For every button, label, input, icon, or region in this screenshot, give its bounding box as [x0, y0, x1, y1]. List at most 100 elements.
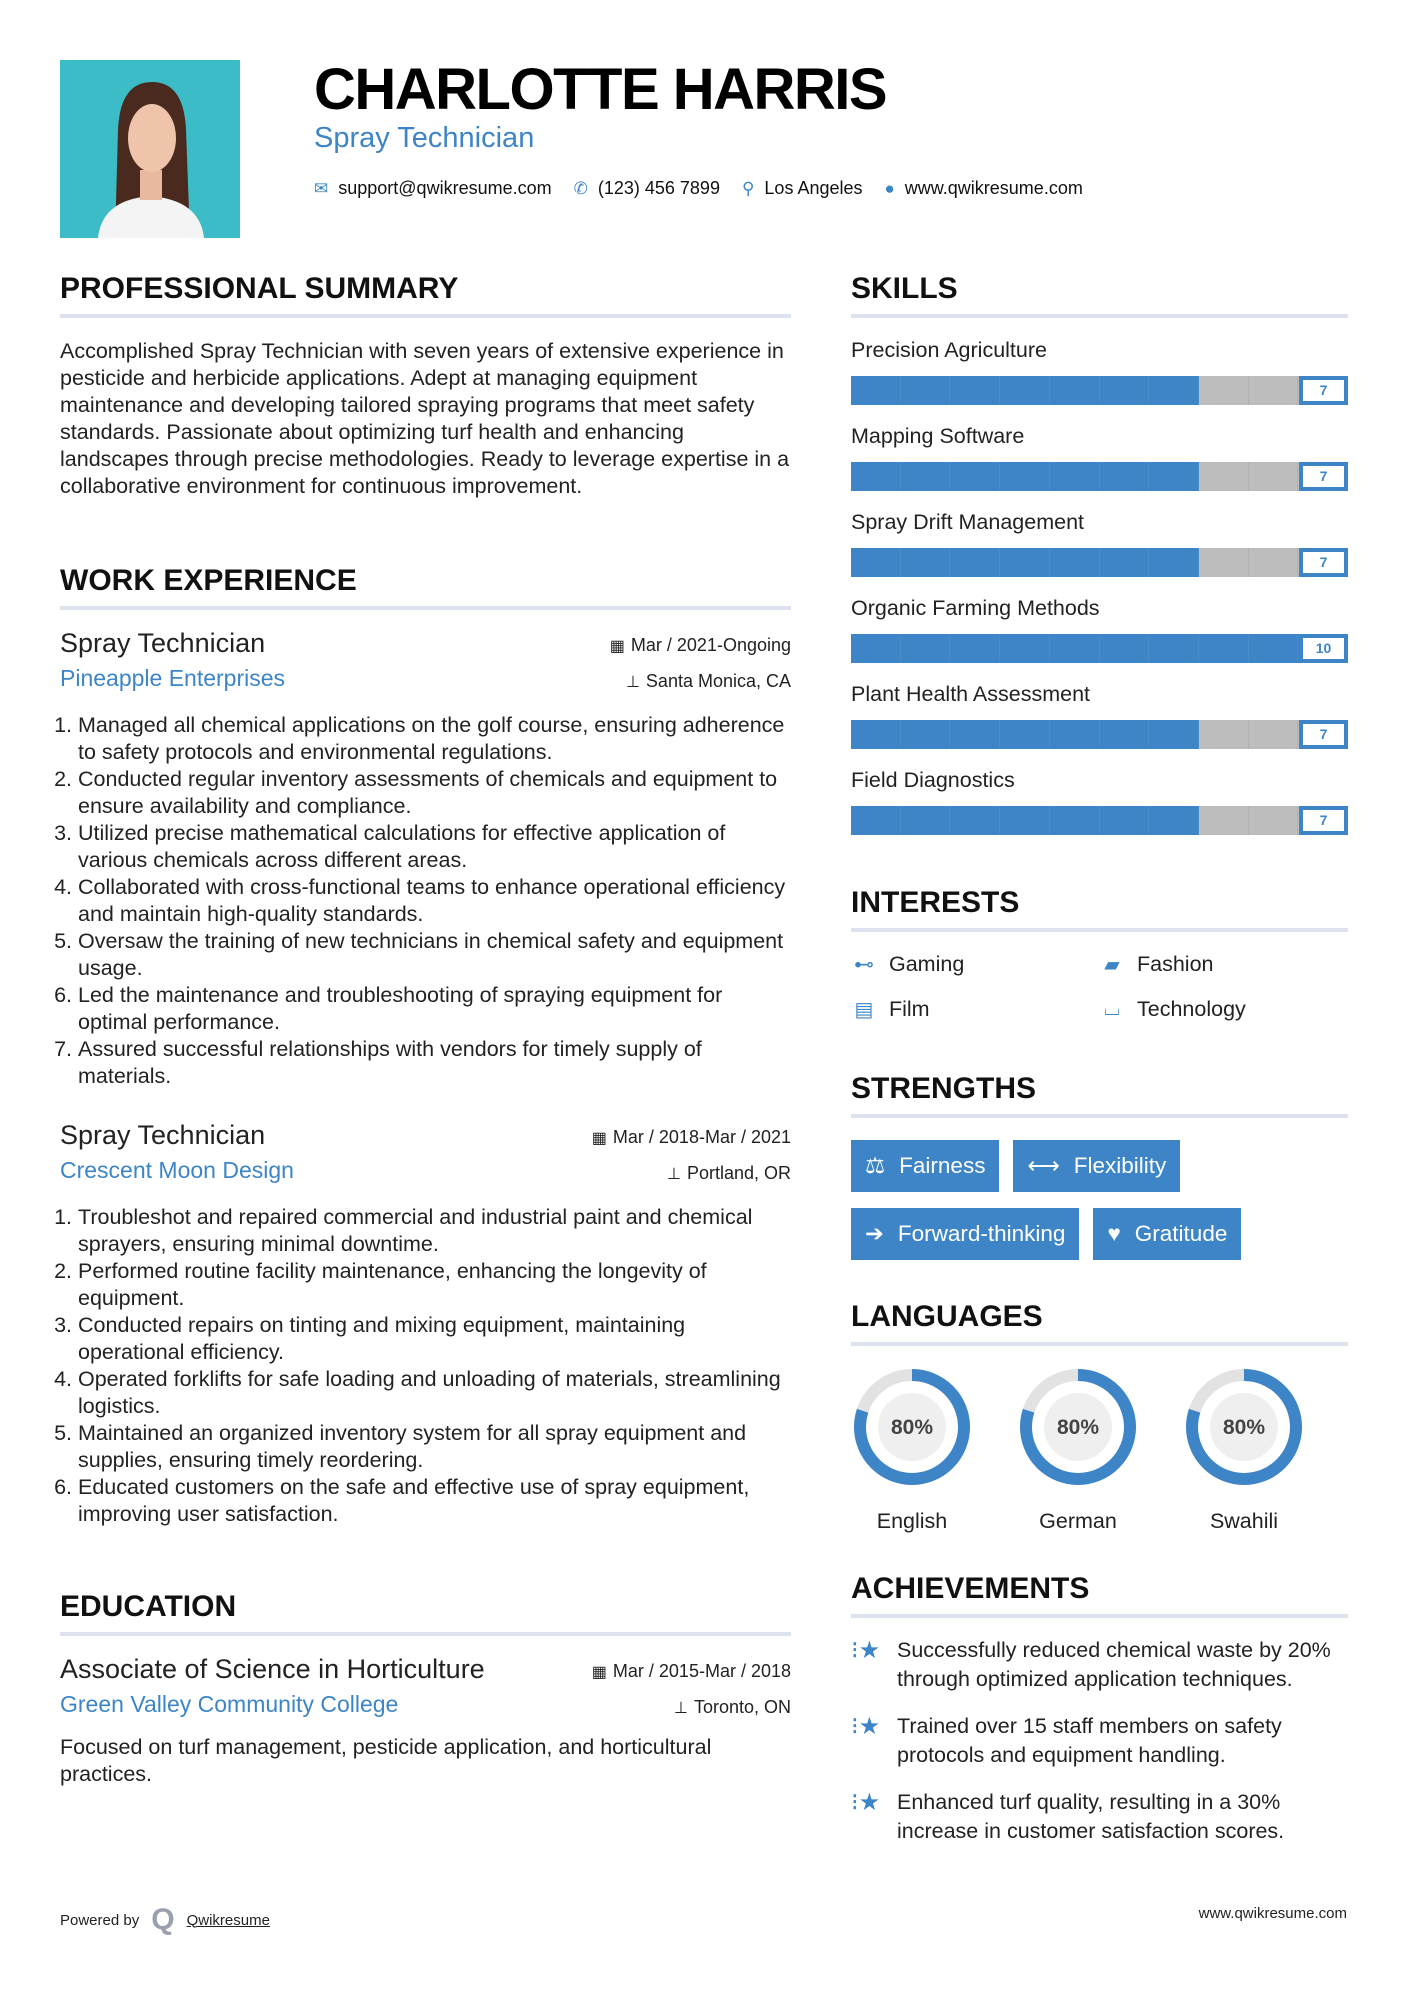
skill-bar-segment — [851, 806, 901, 835]
skill-label: Spray Drift Management — [851, 510, 1085, 534]
skill-bar-segment — [950, 376, 1001, 405]
skill-bar-segment — [1000, 806, 1050, 835]
skill-bar-segment — [950, 548, 1001, 577]
interest-item: ▰ Fashion — [1099, 952, 1347, 977]
achievement-item: ⁝★ Trained over 15 staff members on safet… — [851, 1712, 1348, 1770]
phone-icon: ✆ — [573, 178, 588, 198]
gamepad-icon: ⊷ — [854, 954, 874, 976]
arrow-right-icon: ➔ — [865, 1221, 884, 1246]
skill-bar-segment — [1149, 462, 1199, 491]
skill-bar-segment — [1249, 806, 1299, 835]
skill-bar-segment — [1099, 806, 1150, 835]
skill-value: 7 — [1299, 548, 1348, 577]
skill-bar-segment — [900, 634, 951, 663]
interest-label: Film — [889, 997, 930, 1021]
skill-item: Organic Farming Methods 10 — [851, 596, 1349, 663]
footer-powered-by: Powered by Q Qwikresume — [60, 1903, 270, 1937]
achievement-text: Enhanced turf quality, resulting in a 30… — [897, 1790, 1285, 1843]
contact-location: Los Angeles — [764, 178, 863, 198]
shooting-star-icon: ⁝★ — [851, 1789, 881, 1816]
job-entry: Spray Technician Pineapple Enterprises ▦… — [60, 628, 791, 1090]
qwikresume-link[interactable]: Qwikresume — [186, 1911, 270, 1929]
interests-section: INTERESTS ⊷ Gaming ▰ Fashion ▤ Film ⌴ Technolog… — [851, 886, 1348, 1022]
skill-bar-segment — [851, 462, 901, 491]
skill-bar-segment — [1099, 462, 1150, 491]
summary-section: PROFESSIONAL SUMMARY Accomplished Spray … — [60, 272, 791, 500]
job-bullets: Managed all chemical applications on the… — [60, 712, 791, 1090]
skill-bar-segment — [1149, 634, 1199, 663]
skill-bar-segment — [1249, 548, 1299, 577]
skill-bar-segment — [900, 806, 951, 835]
skill-bar-segment — [950, 462, 1001, 491]
skill-bar-segment — [1149, 806, 1199, 835]
skill-bar-segment — [1000, 376, 1050, 405]
skill-bar-segment — [1199, 462, 1249, 491]
ring-progress — [1186, 1369, 1302, 1485]
job-bullet: Educated customers on the safe and effec… — [78, 1474, 791, 1528]
interest-item: ⊷ Gaming — [851, 952, 1099, 977]
pushpin-icon: ⊥ — [667, 1166, 681, 1183]
skill-bar-segment — [1049, 720, 1100, 749]
skill-bar-segment — [1099, 720, 1150, 749]
envelope-icon: ✉ — [314, 178, 329, 198]
language-ring: 80% — [1186, 1369, 1302, 1485]
arrows-h-icon: ⟷ — [1027, 1153, 1060, 1178]
skill-bar-segment — [900, 548, 951, 577]
contact-website[interactable]: www.qwikresume.com — [904, 178, 1083, 198]
globe-icon: ● — [884, 178, 895, 198]
language-ring: 80% — [854, 1369, 970, 1485]
skill-bar-segment — [900, 376, 951, 405]
pushpin-icon: ⊥ — [674, 1700, 688, 1717]
skill-bar-segment — [1248, 634, 1299, 663]
shooting-star-icon: ⁝★ — [851, 1713, 881, 1740]
skill-bar-segment — [1000, 548, 1050, 577]
skill-bar-segment — [1049, 806, 1100, 835]
interest-label: Gaming — [889, 952, 965, 976]
language-ring: 80% — [1020, 1369, 1136, 1485]
skill-bar: 7 — [851, 806, 1349, 835]
job-title: Spray Technician — [60, 1120, 266, 1150]
skill-bar-segment — [851, 548, 901, 577]
skill-bar-segment — [1249, 376, 1299, 405]
skill-bar-segment — [1199, 376, 1249, 405]
language-percent: 80% — [1057, 1416, 1099, 1439]
footer-website[interactable]: www.qwikresume.com — [1198, 1905, 1347, 1922]
interest-label: Technology — [1137, 997, 1246, 1021]
skill-bar-segment — [1099, 376, 1150, 405]
job-location: Santa Monica, CA — [645, 671, 791, 691]
film-icon: ▤ — [854, 999, 874, 1021]
job-bullet: Troubleshot and repaired commercial and … — [78, 1204, 791, 1258]
skill-bar-segment — [1249, 462, 1299, 491]
contact-email[interactable]: support@qwikresume.com — [338, 178, 552, 198]
language-percent: 80% — [891, 1416, 933, 1439]
skill-value: 10 — [1299, 634, 1348, 663]
candidate-name: CHARLOTTE HARRIS — [314, 57, 888, 122]
calendar-icon: ▦ — [591, 1664, 607, 1681]
ring-center — [1044, 1393, 1112, 1461]
skill-bar-segment — [1149, 376, 1199, 405]
strength-badge: ⟷ Flexibility — [1013, 1140, 1181, 1192]
skill-label: Organic Farming Methods — [851, 596, 1100, 620]
shopping-bag-icon: ▰ — [1104, 954, 1120, 976]
skill-bar-segment — [851, 376, 901, 405]
section-title: EDUCATION — [60, 1590, 791, 1636]
achievement-item: ⁝★ Enhanced turf quality, resulting in a … — [851, 1788, 1348, 1846]
strength-label: Flexibility — [1073, 1153, 1167, 1178]
ring-progress — [1020, 1369, 1136, 1485]
skill-value: 7 — [1299, 720, 1348, 749]
ring-center — [878, 1393, 946, 1461]
job-bullets: Troubleshot and repaired commercial and … — [60, 1204, 791, 1528]
job-dates: Mar / 2018-Mar / 2021 — [612, 1127, 791, 1147]
skill-item: Precision Agriculture 7 — [851, 338, 1349, 405]
skill-bar-segment — [851, 634, 901, 663]
skill-bar-segment — [1049, 462, 1100, 491]
job-bullet: Managed all chemical applications on the… — [78, 712, 791, 766]
contact-phone: (123) 456 7899 — [597, 178, 720, 198]
skill-bar-segment — [950, 634, 1001, 663]
profile-photo — [60, 60, 240, 238]
skill-bar-segment — [1049, 634, 1100, 663]
powered-by-label: Powered by — [60, 1911, 140, 1929]
skill-bar-segment — [1149, 720, 1199, 749]
strength-label: Fairness — [899, 1153, 986, 1178]
strength-badge: ⚖ Fairness — [851, 1140, 1000, 1192]
